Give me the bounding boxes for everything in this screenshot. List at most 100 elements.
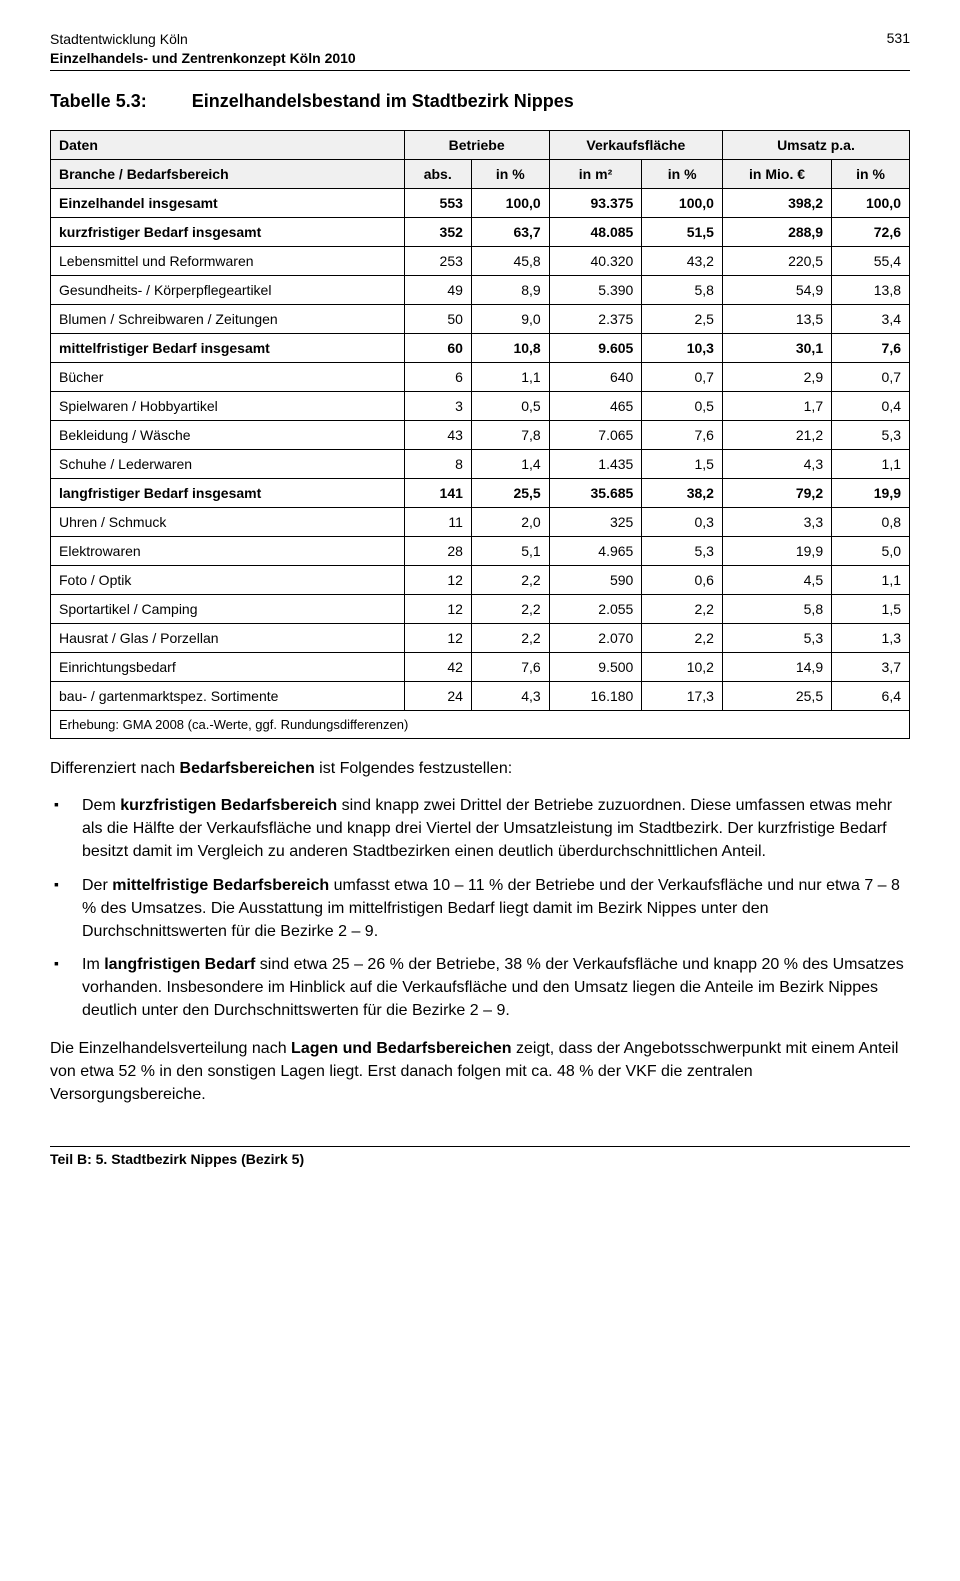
table-row: Sportartikel / Camping122,22.0552,25,81,… xyxy=(51,594,910,623)
page-number: 531 xyxy=(887,30,910,46)
cell-value: 4,5 xyxy=(722,565,831,594)
cell-value: 13,8 xyxy=(832,275,910,304)
cell-value: 10,2 xyxy=(642,652,723,681)
cell-value: 100,0 xyxy=(832,188,910,217)
row-label: langfristiger Bedarf insgesamt xyxy=(51,478,405,507)
cell-value: 8 xyxy=(404,449,471,478)
cell-value: 55,4 xyxy=(832,246,910,275)
cell-value: 63,7 xyxy=(471,217,549,246)
cell-value: 4,3 xyxy=(471,681,549,710)
cell-value: 13,5 xyxy=(722,304,831,333)
table-row: bau- / gartenmarktspez. Sortimente244,31… xyxy=(51,681,910,710)
cell-value: 220,5 xyxy=(722,246,831,275)
cell-value: 1,4 xyxy=(471,449,549,478)
cell-value: 2,2 xyxy=(471,594,549,623)
table-footnote-row: Erhebung: GMA 2008 (ca.-Werte, ggf. Rund… xyxy=(51,710,910,738)
cell-value: 1.435 xyxy=(549,449,642,478)
cell-value: 1,1 xyxy=(832,565,910,594)
cell-value: 51,5 xyxy=(642,217,723,246)
col-pct1: in % xyxy=(471,159,549,188)
cell-value: 10,8 xyxy=(471,333,549,362)
cell-value: 5,8 xyxy=(642,275,723,304)
cell-value: 9,0 xyxy=(471,304,549,333)
table-row: Uhren / Schmuck112,03250,33,30,8 xyxy=(51,507,910,536)
cell-value: 100,0 xyxy=(642,188,723,217)
cell-value: 2,2 xyxy=(642,623,723,652)
intro-bold: Bedarfsbereichen xyxy=(180,760,315,777)
cell-value: 12 xyxy=(404,623,471,652)
table-row: Hausrat / Glas / Porzellan122,22.0702,25… xyxy=(51,623,910,652)
table-row: Gesundheits- / Körperpflegeartikel498,95… xyxy=(51,275,910,304)
row-label: bau- / gartenmarktspez. Sortimente xyxy=(51,681,405,710)
row-label: kurzfristiger Bedarf insgesamt xyxy=(51,217,405,246)
cell-value: 2,0 xyxy=(471,507,549,536)
cell-value: 2.375 xyxy=(549,304,642,333)
cell-value: 19,9 xyxy=(722,536,831,565)
row-label: Uhren / Schmuck xyxy=(51,507,405,536)
row-label: Elektrowaren xyxy=(51,536,405,565)
list-item: Dem kurzfristigen Bedarfsbereich sind kn… xyxy=(50,794,910,864)
cell-value: 1,1 xyxy=(832,449,910,478)
header-line1: Stadtentwicklung Köln xyxy=(50,30,356,49)
row-label: Bekleidung / Wäsche xyxy=(51,420,405,449)
table-footnote: Erhebung: GMA 2008 (ca.-Werte, ggf. Rund… xyxy=(51,710,910,738)
cell-value: 5,3 xyxy=(722,623,831,652)
cell-value: 21,2 xyxy=(722,420,831,449)
col-abs: abs. xyxy=(404,159,471,188)
col-pct3: in % xyxy=(832,159,910,188)
table-row: mittelfristiger Bedarf insgesamt6010,89.… xyxy=(51,333,910,362)
table-row: kurzfristiger Bedarf insgesamt35263,748.… xyxy=(51,217,910,246)
cell-value: 4,3 xyxy=(722,449,831,478)
cell-value: 325 xyxy=(549,507,642,536)
cell-value: 0,4 xyxy=(832,391,910,420)
cell-value: 3,7 xyxy=(832,652,910,681)
cell-value: 7.065 xyxy=(549,420,642,449)
col-branche: Branche / Bedarfsbereich xyxy=(51,159,405,188)
row-label: Schuhe / Lederwaren xyxy=(51,449,405,478)
cell-value: 2,9 xyxy=(722,362,831,391)
list-item-text: Der mittelfristige Bedarfsbereich umfass… xyxy=(82,874,910,944)
cell-value: 0,5 xyxy=(471,391,549,420)
cell-value: 10,3 xyxy=(642,333,723,362)
list-item-text: Im langfristigen Bedarf sind etwa 25 – 2… xyxy=(82,953,910,1023)
cell-value: 0,6 xyxy=(642,565,723,594)
text-run: Im xyxy=(82,956,104,973)
cell-value: 7,8 xyxy=(471,420,549,449)
table-foot: Erhebung: GMA 2008 (ca.-Werte, ggf. Rund… xyxy=(51,710,910,738)
cell-value: 50 xyxy=(404,304,471,333)
row-label: Blumen / Schreibwaren / Zeitungen xyxy=(51,304,405,333)
cell-value: 14,9 xyxy=(722,652,831,681)
cell-value: 5,3 xyxy=(642,536,723,565)
row-label: mittelfristiger Bedarf insgesamt xyxy=(51,333,405,362)
cell-value: 640 xyxy=(549,362,642,391)
cell-value: 12 xyxy=(404,594,471,623)
cell-value: 1,5 xyxy=(642,449,723,478)
data-table: Daten Betriebe Verkaufsfläche Umsatz p.a… xyxy=(50,130,910,739)
cell-value: 6,4 xyxy=(832,681,910,710)
cell-value: 6 xyxy=(404,362,471,391)
cell-value: 45,8 xyxy=(471,246,549,275)
cell-value: 141 xyxy=(404,478,471,507)
table-body: Einzelhandel insgesamt553100,093.375100,… xyxy=(51,188,910,710)
header-row-2: Branche / Bedarfsbereich abs. in % in m²… xyxy=(51,159,910,188)
cell-value: 43 xyxy=(404,420,471,449)
cell-value: 28 xyxy=(404,536,471,565)
row-label: Hausrat / Glas / Porzellan xyxy=(51,623,405,652)
row-label: Lebensmittel und Reformwaren xyxy=(51,246,405,275)
cell-value: 9.500 xyxy=(549,652,642,681)
cell-value: 2.055 xyxy=(549,594,642,623)
cell-value: 48.085 xyxy=(549,217,642,246)
table-row: Bekleidung / Wäsche437,87.0657,621,25,3 xyxy=(51,420,910,449)
table-row: Elektrowaren285,14.9655,319,95,0 xyxy=(51,536,910,565)
cell-value: 352 xyxy=(404,217,471,246)
table-title-text: Einzelhandelsbestand im Stadtbezirk Nipp… xyxy=(192,91,574,111)
cell-value: 79,2 xyxy=(722,478,831,507)
cell-value: 25,5 xyxy=(722,681,831,710)
cell-value: 54,9 xyxy=(722,275,831,304)
closing-prefix: Die Einzelhandelsverteilung nach xyxy=(50,1040,291,1057)
cell-value: 5.390 xyxy=(549,275,642,304)
col-pct2: in % xyxy=(642,159,723,188)
cell-value: 2,2 xyxy=(471,565,549,594)
table-row: Foto / Optik122,25900,64,51,1 xyxy=(51,565,910,594)
col-mio: in Mio. € xyxy=(722,159,831,188)
